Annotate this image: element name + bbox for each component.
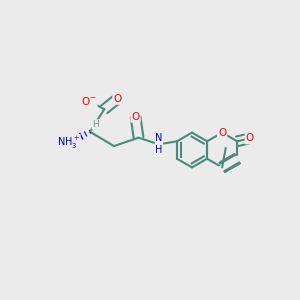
Text: O: O xyxy=(131,112,140,122)
Text: O: O xyxy=(218,128,226,138)
Text: $\mathregular{NH_3^+}$: $\mathregular{NH_3^+}$ xyxy=(57,135,80,151)
Text: O$^{-}$: O$^{-}$ xyxy=(81,95,97,107)
Text: H: H xyxy=(92,120,99,129)
Text: O: O xyxy=(246,133,254,143)
Text: O: O xyxy=(113,94,122,104)
Text: N
H: N H xyxy=(155,134,163,155)
